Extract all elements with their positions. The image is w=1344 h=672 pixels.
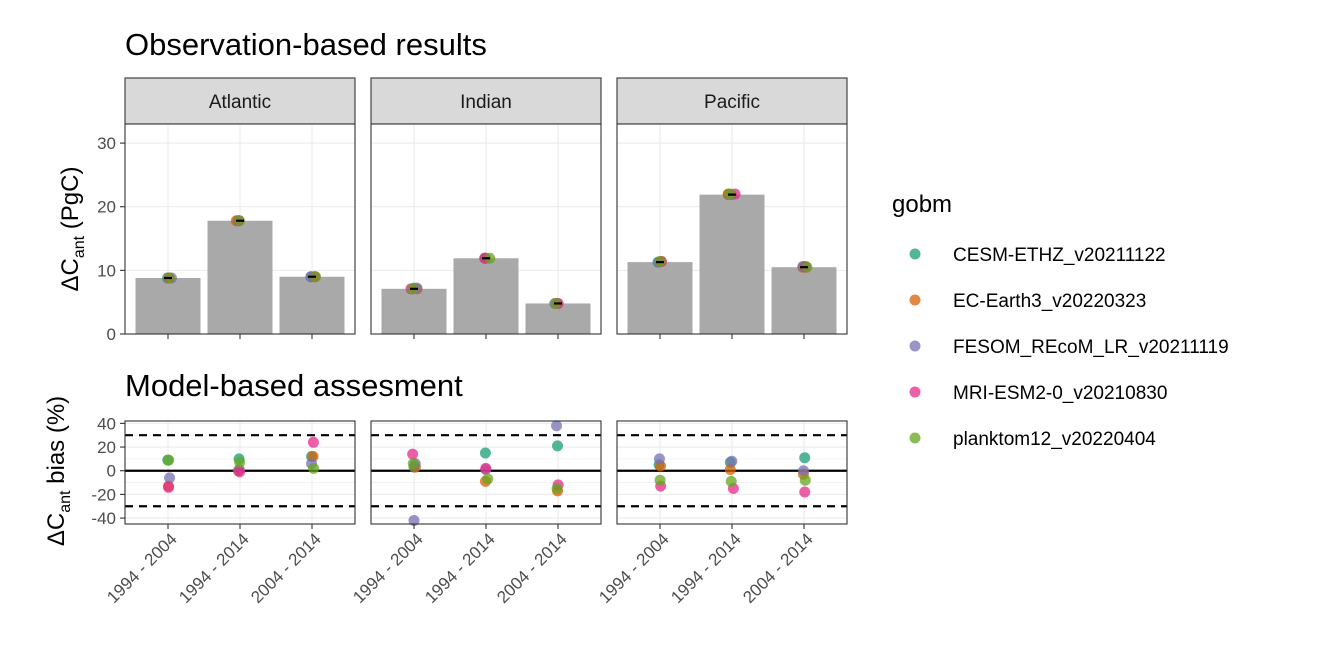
bottom-point-pacific-2-0 bbox=[799, 452, 811, 464]
bottom-point-pacific-0-2 bbox=[653, 453, 665, 465]
legend-label-4: planktom12_v20220404 bbox=[953, 429, 1156, 450]
legend-key-4 bbox=[909, 432, 921, 444]
x-tick-label-atlantic-1: 1994 - 2014 bbox=[175, 529, 253, 607]
legend-label-1: EC-Earth3_v20220323 bbox=[953, 291, 1146, 312]
x-tick-label-indian-1: 1994 - 2014 bbox=[421, 529, 499, 607]
bottom-point-pacific-1-1 bbox=[724, 464, 736, 476]
bottom-ytick-label--20: -20 bbox=[91, 485, 116, 504]
bottom-ytick-label--40: -40 bbox=[91, 509, 116, 528]
x-tick-label-atlantic-2: 2004 - 2014 bbox=[247, 529, 325, 607]
bottom-y-axis-title-main: ΔC bbox=[43, 513, 70, 546]
top-panel-title: Observation-based results bbox=[125, 27, 487, 62]
bar-pacific-0 bbox=[627, 262, 693, 334]
top-ytick-label-30: 30 bbox=[97, 134, 116, 153]
bottom-point-atlantic-1-4 bbox=[234, 456, 246, 468]
bottom-point-indian-2-0 bbox=[552, 440, 564, 452]
legend-title: gobm bbox=[892, 191, 952, 218]
bottom-y-axis-title-sub: ant bbox=[57, 490, 74, 513]
x-tick-label-pacific-1: 1994 - 2014 bbox=[667, 529, 745, 607]
legend: gobm CESM-ETHZ_v20211122 EC-Earth3_v20220… bbox=[892, 191, 1229, 450]
x-tick-label-indian-0: 1994 - 2004 bbox=[349, 529, 427, 607]
bottom-point-pacific-0-4 bbox=[654, 474, 666, 486]
top-y-axis-title-main: ΔC bbox=[57, 258, 84, 291]
x-tick-label-atlantic-0: 1994 - 2004 bbox=[103, 529, 181, 607]
bottom-ytick-label-20: 20 bbox=[97, 438, 116, 457]
legend-key-3 bbox=[909, 386, 921, 398]
x-tick-label-indian-2: 2004 - 2014 bbox=[493, 529, 571, 607]
bar-atlantic-2 bbox=[279, 276, 345, 334]
bottom-point-atlantic-2-4 bbox=[308, 462, 320, 474]
bottom-point-pacific-2-4 bbox=[799, 474, 811, 486]
strip-atlantic bbox=[124, 77, 356, 125]
bottom-point-pacific-1-2 bbox=[726, 455, 738, 467]
top-y-axis-title-sub: ant bbox=[71, 235, 88, 258]
bottom-point-indian-2-2 bbox=[551, 420, 563, 432]
strip-indian bbox=[370, 77, 602, 125]
bottom-point-indian-2-4 bbox=[551, 482, 563, 494]
bottom-y-axis-title-rest: bias (%) bbox=[43, 396, 70, 491]
bottom-point-atlantic-2-3 bbox=[307, 436, 319, 448]
bottom-point-indian-0-3 bbox=[407, 448, 419, 460]
strip-label-pacific: Pacific bbox=[704, 92, 760, 113]
bottom-point-atlantic-0-3 bbox=[163, 481, 175, 493]
x-tick-label-pacific-2: 2004 - 2014 bbox=[739, 529, 817, 607]
bottom-point-atlantic-1-3 bbox=[234, 466, 246, 478]
bar-indian-1 bbox=[453, 258, 519, 334]
legend-label-2: FESOM_REcoM_LR_v20211119 bbox=[953, 337, 1229, 358]
bottom-y-axis-title: ΔCant bias (%) bbox=[43, 396, 74, 546]
bar-atlantic-0 bbox=[135, 278, 201, 334]
bottom-ytick-label-0: 0 bbox=[107, 462, 116, 481]
strip-label-indian: Indian bbox=[460, 92, 512, 113]
bottom-point-atlantic-0-4 bbox=[163, 454, 175, 466]
bottom-point-indian-1-3 bbox=[480, 462, 492, 474]
top-ytick-label-10: 10 bbox=[97, 261, 116, 280]
legend-key-2 bbox=[909, 340, 921, 352]
bottom-ytick-label-40: 40 bbox=[97, 414, 116, 433]
legend-label-0: CESM-ETHZ_v20211122 bbox=[953, 245, 1166, 266]
top-ytick-label-0: 0 bbox=[107, 325, 116, 344]
bar-indian-0 bbox=[381, 288, 447, 334]
bottom-point-indian-1-4 bbox=[482, 473, 494, 485]
strip-label-atlantic: Atlantic bbox=[209, 92, 271, 113]
top-ytick-label-20: 20 bbox=[97, 198, 116, 217]
bottom-panel-title: Model-based assesment bbox=[125, 368, 463, 403]
legend-key-0 bbox=[909, 248, 921, 260]
bottom-point-indian-1-0 bbox=[479, 447, 491, 459]
top-y-axis-title-rest: (PgC) bbox=[57, 167, 84, 236]
bar-atlantic-1 bbox=[207, 220, 273, 334]
outlier-point-indian-0 bbox=[408, 514, 420, 526]
top-y-axis-title: ΔCant (PgC) bbox=[57, 167, 88, 292]
x-tick-label-pacific-0: 1994 - 2004 bbox=[595, 529, 673, 607]
legend-label-3: MRI-ESM2-0_v20210830 bbox=[953, 383, 1167, 404]
bottom-point-atlantic-0-2 bbox=[164, 472, 176, 484]
bottom-point-pacific-2-3 bbox=[799, 486, 811, 498]
bottom-point-indian-0-4 bbox=[407, 458, 419, 470]
legend-key-1 bbox=[909, 294, 921, 306]
bar-pacific-1 bbox=[699, 194, 765, 334]
bottom-point-pacific-1-4 bbox=[725, 475, 737, 487]
bottom-point-pacific-2-2 bbox=[798, 465, 810, 477]
bar-pacific-2 bbox=[771, 267, 837, 334]
